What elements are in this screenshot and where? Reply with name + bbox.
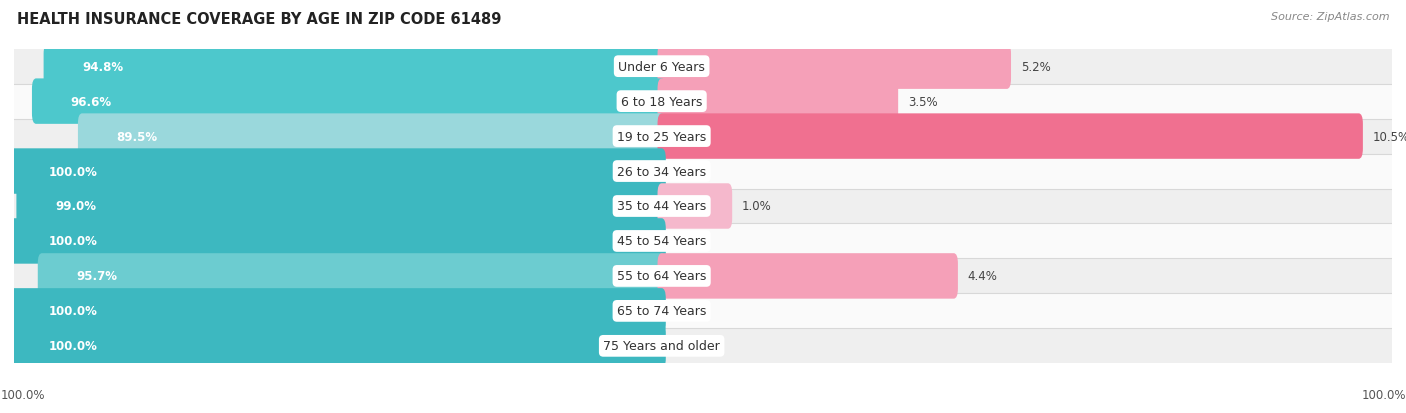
FancyBboxPatch shape — [10, 149, 666, 194]
FancyBboxPatch shape — [32, 79, 666, 125]
Bar — [14, 259, 1392, 294]
Text: 96.6%: 96.6% — [70, 95, 111, 108]
Text: HEALTH INSURANCE COVERAGE BY AGE IN ZIP CODE 61489: HEALTH INSURANCE COVERAGE BY AGE IN ZIP … — [17, 12, 502, 27]
Text: 35 to 44 Years: 35 to 44 Years — [617, 200, 706, 213]
Text: 0.0%: 0.0% — [675, 165, 704, 178]
Text: 99.0%: 99.0% — [55, 200, 96, 213]
Bar — [14, 50, 1392, 84]
Bar — [14, 84, 1392, 119]
Text: 0.0%: 0.0% — [675, 339, 704, 352]
Text: 19 to 25 Years: 19 to 25 Years — [617, 130, 706, 143]
Text: 6 to 18 Years: 6 to 18 Years — [621, 95, 703, 108]
Text: 5.2%: 5.2% — [1021, 61, 1050, 74]
Text: 100.0%: 100.0% — [0, 389, 45, 401]
Bar — [14, 189, 1392, 224]
FancyBboxPatch shape — [658, 79, 898, 125]
Bar — [14, 294, 1392, 329]
FancyBboxPatch shape — [10, 323, 666, 369]
FancyBboxPatch shape — [17, 184, 666, 229]
Text: 65 to 74 Years: 65 to 74 Years — [617, 305, 706, 318]
Text: 100.0%: 100.0% — [48, 339, 97, 352]
FancyBboxPatch shape — [10, 219, 666, 264]
Text: Source: ZipAtlas.com: Source: ZipAtlas.com — [1271, 12, 1389, 22]
Text: 26 to 34 Years: 26 to 34 Years — [617, 165, 706, 178]
Bar — [14, 154, 1392, 189]
Text: 100.0%: 100.0% — [48, 305, 97, 318]
FancyBboxPatch shape — [38, 254, 666, 299]
Text: 55 to 64 Years: 55 to 64 Years — [617, 270, 706, 283]
Text: 100.0%: 100.0% — [48, 165, 97, 178]
FancyBboxPatch shape — [10, 288, 666, 334]
Text: 1.0%: 1.0% — [742, 200, 772, 213]
Text: 95.7%: 95.7% — [76, 270, 117, 283]
FancyBboxPatch shape — [658, 44, 1011, 90]
Text: 45 to 54 Years: 45 to 54 Years — [617, 235, 706, 248]
Text: 100.0%: 100.0% — [48, 235, 97, 248]
FancyBboxPatch shape — [44, 44, 666, 90]
FancyBboxPatch shape — [77, 114, 666, 159]
FancyBboxPatch shape — [658, 254, 957, 299]
Text: 0.0%: 0.0% — [675, 305, 704, 318]
Text: 3.5%: 3.5% — [908, 95, 938, 108]
Bar — [14, 329, 1392, 363]
Text: 100.0%: 100.0% — [1361, 389, 1406, 401]
FancyBboxPatch shape — [658, 184, 733, 229]
Text: 75 Years and older: 75 Years and older — [603, 339, 720, 352]
Text: 10.5%: 10.5% — [1372, 130, 1406, 143]
Bar — [14, 119, 1392, 154]
Text: 0.0%: 0.0% — [675, 235, 704, 248]
Text: 94.8%: 94.8% — [82, 61, 124, 74]
FancyBboxPatch shape — [658, 114, 1362, 159]
Bar — [14, 224, 1392, 259]
Text: 4.4%: 4.4% — [967, 270, 997, 283]
Text: 89.5%: 89.5% — [117, 130, 157, 143]
Text: Under 6 Years: Under 6 Years — [619, 61, 704, 74]
